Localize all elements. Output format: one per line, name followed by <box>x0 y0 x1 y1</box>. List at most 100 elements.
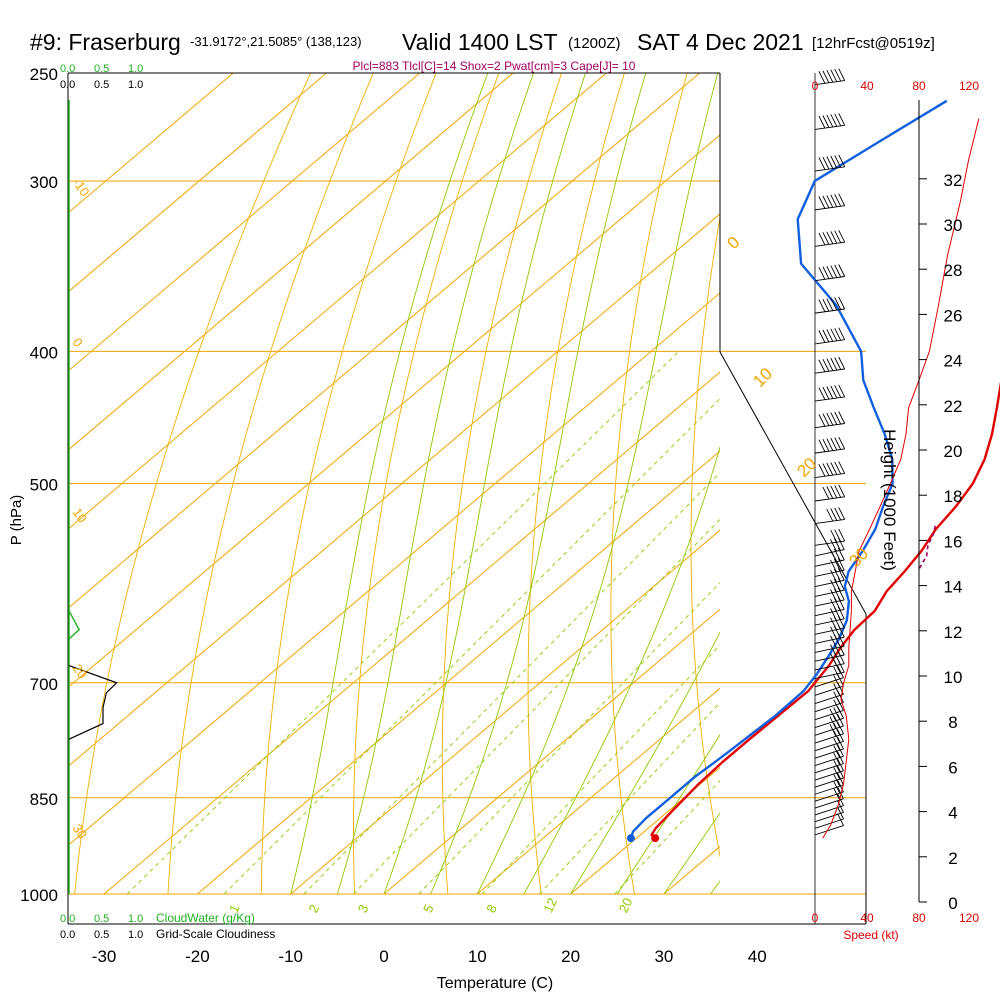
wind-barb-feather <box>834 357 842 370</box>
wind-barb-feather <box>833 715 841 728</box>
wind-barb-feather <box>826 508 834 522</box>
wind-barb <box>814 559 845 567</box>
isotherm-label: 10 <box>70 505 91 525</box>
wind-barb-feather <box>833 548 841 562</box>
wind-barb-feather <box>830 265 838 278</box>
pressure-tick-250: 250 <box>30 65 58 84</box>
wind-barb-feather <box>830 194 838 208</box>
wind-barb <box>814 339 845 345</box>
dry-adiabat-350 <box>988 73 1000 894</box>
wind-barb-feather <box>830 598 837 612</box>
wind-barb-feather <box>826 114 834 128</box>
dry-adiabat-280 <box>441 73 563 894</box>
isotherm--40 <box>68 292 720 847</box>
mixing-ratio-label: 2 <box>305 902 322 915</box>
surface-dewpoint-marker <box>626 834 635 843</box>
wind-barb-feather <box>838 411 846 424</box>
wind-barb-feather <box>830 589 837 602</box>
wind-barb <box>814 368 845 374</box>
wind-barb-feather <box>833 737 841 751</box>
wind-barb <box>814 763 844 774</box>
cloudwater-label: CloudWater (g/Kg) <box>156 911 255 925</box>
height-tick-32: 32 <box>944 171 963 190</box>
wind-barb-feather <box>837 547 845 561</box>
frame-right-slant <box>719 351 867 924</box>
wind-barb <box>814 671 845 679</box>
wind-barb-feather <box>834 113 842 127</box>
wind-barb <box>814 717 844 728</box>
wind-barb-feather <box>818 196 826 209</box>
wind-barb-feather <box>838 384 846 398</box>
wind-barb-feather <box>834 297 842 310</box>
x-axis-title: Temperature (C) <box>437 975 553 992</box>
isotherm--10 <box>290 529 720 894</box>
cloudwater-tick-bottom-1: 0.5 <box>94 913 109 925</box>
cloudiness-tick-bottom-2: 1.0 <box>128 929 143 941</box>
wind-barb-feather <box>818 359 826 373</box>
wind-barb <box>814 166 845 172</box>
wind-barb-feather <box>834 411 842 425</box>
dry-adiabat-340 <box>917 73 1000 894</box>
height-tick-12: 12 <box>944 623 963 642</box>
cloudiness-tick-bottom-0: 0.0 <box>60 929 75 941</box>
height-tick-0: 0 <box>948 894 957 913</box>
temp-tick--30: -30 <box>92 947 117 966</box>
speed-axis-label: Speed (kt) <box>843 928 898 942</box>
cloudwater-tick-bottom-0: 0.0 <box>60 913 75 925</box>
mixing-ratio-3 <box>353 518 720 894</box>
height-tick-24: 24 <box>944 352 963 371</box>
wind-barb <box>814 396 845 402</box>
wind-barb-feather <box>838 327 846 340</box>
wind-barb <box>814 618 845 626</box>
wind-barb-feather <box>818 115 826 129</box>
temp-tick-20: 20 <box>561 947 580 966</box>
y-axis-title: P (hPa) <box>8 495 25 546</box>
wind-barb-feather <box>830 462 838 475</box>
wind-barb <box>814 549 845 557</box>
height-tick-28: 28 <box>944 261 963 280</box>
wind-barb-feather <box>837 587 845 601</box>
wind-barb-feather <box>838 229 846 243</box>
temp-tick-40: 40 <box>748 947 767 966</box>
wind-barb-feather <box>830 69 838 82</box>
cloudwater-tick-top-1: 0.5 <box>94 63 109 75</box>
sounding-params: Plcl=883 Tlcl[C]=14 Shox=2 Pwat[cm]=3 Ca… <box>353 59 636 73</box>
wind-barb-feather <box>822 70 830 84</box>
isotherm--20 <box>197 450 720 894</box>
adiabat-label: 10 <box>749 364 776 391</box>
speed-tick-bottom-3: 120 <box>959 911 979 925</box>
height-tick-30: 30 <box>944 216 963 235</box>
wind-barb <box>814 805 844 816</box>
wind-barb <box>814 733 844 744</box>
wind-barb-feather <box>818 463 826 477</box>
wind-barb <box>814 677 844 688</box>
wind-barb-feather <box>838 436 846 450</box>
wind-barb-feather <box>830 626 837 640</box>
wind-barb-feather <box>838 296 846 310</box>
wind-barb <box>814 518 845 525</box>
speed-tick-top-2: 80 <box>912 79 926 93</box>
wind-barb-feather <box>830 617 837 630</box>
pressure-tick-300: 300 <box>30 173 58 192</box>
wind-barb-feather <box>826 486 834 499</box>
height-tick-2: 2 <box>948 849 957 868</box>
wind-barb-feather <box>838 68 846 81</box>
plot-frame <box>67 72 867 925</box>
height-tick-4: 4 <box>948 804 957 823</box>
moist-adiabat-0 <box>383 73 586 894</box>
cloudiness-label: Grid-Scale Cloudiness <box>156 927 275 941</box>
wind-barb-feather <box>834 485 842 498</box>
dry-adiabat-lines <box>74 73 1000 894</box>
wind-barb <box>814 748 844 759</box>
wind-barb-feather <box>818 414 826 427</box>
height-tick-22: 22 <box>944 397 963 416</box>
adiabat-label: 0 <box>723 233 743 253</box>
mixing-ratio-label: 12 <box>540 896 560 915</box>
temp-tick--10: -10 <box>278 947 303 966</box>
wind-barb-feather <box>826 438 834 451</box>
wind-barb-feather <box>830 608 837 621</box>
wind-barb-feather <box>834 461 842 475</box>
wind-barb-feather <box>818 267 826 280</box>
moist-adiabat--5 <box>336 73 535 894</box>
wind-barb <box>814 205 845 211</box>
